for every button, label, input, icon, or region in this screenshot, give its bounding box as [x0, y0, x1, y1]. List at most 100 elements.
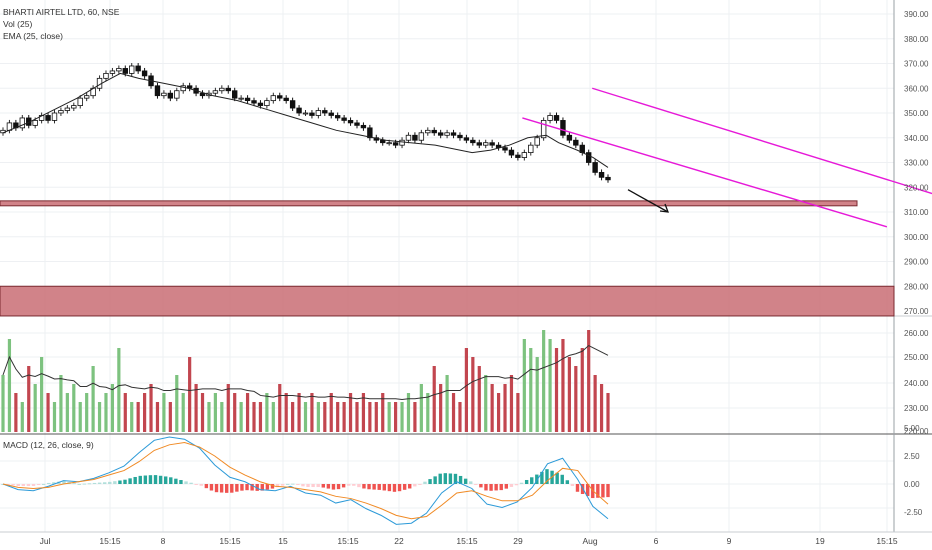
volume-bar [439, 384, 443, 432]
macd-bar [133, 476, 137, 484]
volume-bar [91, 366, 95, 432]
macd-bar [418, 484, 422, 485]
volume-bar [587, 330, 591, 432]
candle-body [232, 90, 238, 99]
candle-body [405, 134, 412, 141]
volume-tick-label: 260.00 [904, 329, 929, 338]
volume-bar [181, 393, 185, 432]
macd-bar [255, 484, 259, 491]
volume-bar [194, 384, 198, 432]
price-tick-label: 340.00 [904, 134, 929, 143]
time-tick-label: 15 [278, 536, 288, 546]
channel-lines[interactable] [522, 87, 932, 228]
macd-bar [169, 477, 173, 484]
volume-ma-line [2, 344, 609, 401]
macd-bar [443, 473, 448, 484]
time-tick-label: 19 [815, 536, 825, 546]
price-tick-label: 320.00 [904, 183, 929, 192]
time-tick-label: 15:15 [99, 536, 121, 546]
macd-bar [163, 476, 168, 484]
macd-bar [199, 484, 203, 486]
ema-line [2, 72, 609, 168]
macd-bar [92, 482, 97, 484]
macd-bar [240, 484, 244, 491]
candle-body [116, 68, 122, 72]
volume-bar [348, 393, 353, 432]
candle-body [341, 117, 347, 121]
macd-bar [108, 481, 112, 484]
candle-body [71, 105, 77, 109]
macd-bar [341, 484, 346, 488]
macd-bar [97, 482, 102, 484]
macd-bar [347, 484, 351, 486]
volume-bar [381, 393, 385, 432]
volume-bar [188, 357, 192, 432]
volume-bar [310, 393, 314, 432]
candle-body [225, 87, 231, 92]
y-axis[interactable]: 290.00 300.00 310.00 320.00 330.00 340.00 350.… [904, 10, 929, 517]
time-tick-label: 15:15 [219, 536, 241, 546]
macd-bar [189, 482, 193, 484]
macd-bar [606, 484, 610, 498]
candle-body [540, 120, 547, 139]
candle-body [386, 142, 392, 145]
volume-bar [336, 402, 340, 432]
volume-bar [509, 375, 514, 432]
candle-body [573, 139, 579, 146]
macd-bar [428, 479, 432, 484]
candle-body [547, 115, 553, 121]
macd-bar [148, 475, 153, 484]
candle-body [515, 154, 521, 158]
volume-bar [104, 393, 108, 432]
trend-arrow[interactable] [627, 189, 669, 213]
macd-bar [392, 484, 397, 492]
macd-bar [306, 484, 310, 488]
macd-bar [469, 481, 473, 484]
volume-bar [33, 384, 37, 432]
volume-bar [419, 384, 423, 432]
candle-body [64, 107, 71, 111]
time-tick-label: 29 [513, 536, 523, 546]
x-axis[interactable]: Jul 15:15 8 15:15 15 15:15 22 15:15 29 Aug 6 9 19 15:… [0, 531, 932, 546]
candle-body [328, 112, 334, 116]
volume-bar [374, 402, 378, 432]
candle-body [502, 147, 508, 151]
macd-bar [367, 484, 371, 490]
candle-body [32, 120, 38, 126]
candle-body [566, 134, 573, 141]
macd-bar [301, 484, 305, 487]
price-tick-label: 390.00 [904, 10, 929, 19]
volume-bar [394, 402, 398, 432]
volume-bar [529, 348, 533, 432]
macd-bar [250, 484, 254, 491]
candle-body [212, 90, 219, 94]
candle-body [470, 139, 476, 144]
macd-bar [296, 484, 300, 485]
candle-body [219, 87, 225, 92]
volume-bar [258, 402, 263, 432]
macd-bar [331, 484, 336, 490]
volume-bar [432, 366, 436, 432]
legend-macd: MACD (12, 26, close, 9) [3, 440, 94, 450]
macd-line [2, 436, 609, 525]
candle-body [296, 107, 302, 114]
candle-body [83, 95, 90, 99]
candle-body [270, 95, 277, 102]
candle-body [476, 142, 482, 146]
volume-bar [271, 402, 275, 432]
candle-body [58, 110, 64, 114]
candle-body [77, 97, 83, 106]
macd-bar [82, 483, 87, 485]
volume-bar [445, 375, 449, 432]
macd-bar [524, 479, 529, 484]
support-zones [0, 200, 895, 317]
volume-bar [97, 402, 102, 432]
candle-body [431, 129, 437, 134]
volume-tick-label: 230.00 [904, 404, 929, 413]
macd-bar [458, 475, 463, 484]
macd-bar [519, 482, 524, 484]
macd-bar [535, 474, 539, 484]
volume-bar [323, 402, 327, 432]
price-tick-label: 350.00 [904, 109, 929, 118]
